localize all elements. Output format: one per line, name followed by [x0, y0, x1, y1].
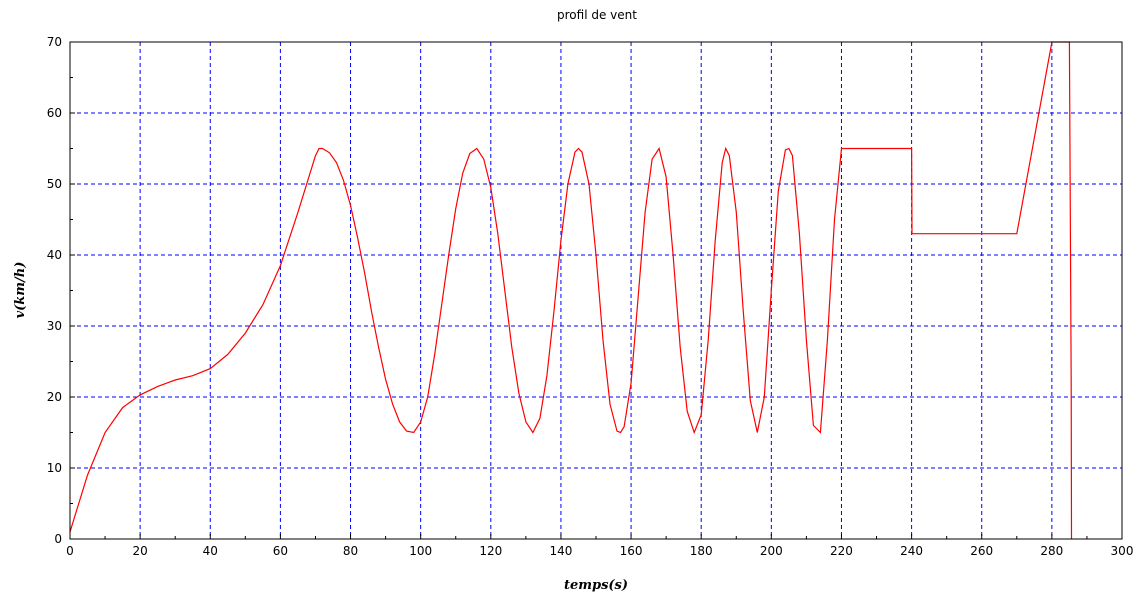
- x-tick-label: 160: [620, 544, 643, 558]
- x-axis: 0 20 40 60 80 100 120 140 160 180 200 220 240 260 280 3…: [66, 534, 1133, 558]
- x-tick-label: 280: [1040, 544, 1063, 558]
- y-axis-label: v(km/h): [13, 262, 28, 319]
- x-tick-label: 300: [1111, 544, 1134, 558]
- y-tick-label: 20: [47, 390, 62, 404]
- x-tick-label: 60: [273, 544, 288, 558]
- x-tick-label: 80: [343, 544, 358, 558]
- x-tick-label: 100: [409, 544, 432, 558]
- y-tick-label: 10: [47, 461, 62, 475]
- chart-title: profil de vent: [557, 8, 637, 22]
- x-tick-label: 240: [900, 544, 923, 558]
- plot-frame: [69, 41, 1123, 540]
- series-line-0: [69, 41, 1073, 540]
- x-tick-label: 140: [549, 544, 572, 558]
- y-tick-label: 60: [47, 106, 62, 120]
- x-tick-label: 0: [66, 544, 74, 558]
- x-axis-label: temps(s): [564, 578, 628, 593]
- x-tick-label: 260: [970, 544, 993, 558]
- y-tick-label: 0: [54, 532, 62, 546]
- y-tick-label: 30: [47, 319, 62, 333]
- x-tick-label: 120: [479, 544, 502, 558]
- x-tick-label: 20: [132, 544, 147, 558]
- x-tick-label: 200: [760, 544, 783, 558]
- x-tick-label: 180: [690, 544, 713, 558]
- y-tick-label: 40: [47, 248, 62, 262]
- y-tick-label: 70: [47, 35, 62, 49]
- series-layer: [69, 41, 1073, 540]
- x-tick-label: 40: [203, 544, 218, 558]
- grid: [70, 42, 1122, 539]
- x-tick-label: 220: [830, 544, 853, 558]
- y-tick-label: 50: [47, 177, 62, 191]
- y-axis: 0 10 20 30 40 50 60 70: [47, 35, 75, 546]
